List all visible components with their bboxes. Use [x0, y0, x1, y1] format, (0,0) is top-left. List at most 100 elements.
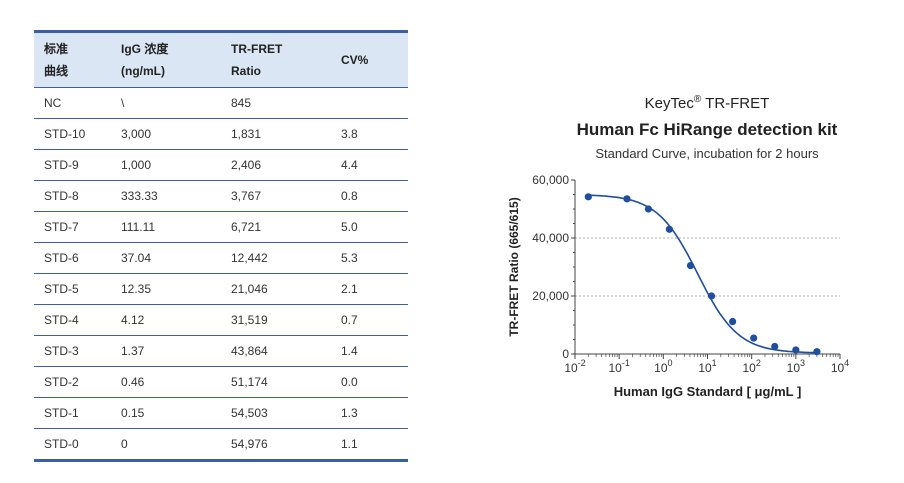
table-cell: 1,831 — [221, 118, 331, 150]
data-point — [771, 342, 779, 351]
x-tick-label: 10-2 — [564, 358, 585, 375]
x-tick-base: 10 — [654, 361, 668, 375]
column-header: 标准 曲线 — [34, 31, 111, 88]
chart-brand: KeyTec® TR-FRET — [500, 94, 904, 112]
table-row: STD-3 1.37 43,864 1.4 — [34, 335, 408, 367]
y-tick-label: 0 — [562, 347, 569, 361]
table-cell: STD-1 — [34, 397, 111, 429]
table-cell: 111.11 — [111, 211, 221, 243]
column-header: IgG 浓度 (ng/mL) — [111, 31, 221, 88]
x-tick-label: 104 — [831, 358, 849, 375]
table-cell: 54,503 — [221, 397, 331, 429]
data-point — [792, 346, 800, 354]
standard-curve-table: 标准 曲线 IgG 浓度 (ng/mL) TR-FRET Ratio CV% NC \ 845 S… — [34, 30, 408, 462]
data-point — [707, 292, 716, 300]
column-header-line: 标准 — [44, 42, 69, 56]
axes — [574, 180, 840, 355]
table-cell: 5.0 — [331, 211, 408, 243]
table-cell: 2,406 — [221, 149, 331, 181]
table-cell: 0.15 — [111, 397, 221, 429]
column-header-line: Ratio — [231, 64, 261, 78]
data-point — [665, 225, 673, 233]
table-cell: 0.8 — [331, 180, 408, 212]
column-header-line: (ng/mL) — [121, 64, 165, 78]
x-tick-base: 10 — [787, 361, 801, 375]
gridlines — [575, 237, 840, 297]
x-tick-exponent: 0 — [668, 358, 673, 368]
data-point — [584, 193, 592, 201]
table-cell: 37.04 — [111, 242, 221, 274]
table-cell: 1.4 — [331, 335, 408, 367]
table-cell: 0.0 — [331, 366, 408, 398]
table-cell: NC — [34, 87, 111, 119]
x-tick-base: 10 — [698, 361, 712, 375]
table-cell: STD-6 — [34, 242, 111, 274]
x-ticks: 10-2 10-1 100 101 102 103 104 — [564, 354, 849, 375]
data-points — [584, 193, 821, 356]
table-cell: 845 — [221, 87, 331, 119]
table-cell: 333.33 — [111, 180, 221, 212]
table-cell: STD-5 — [34, 273, 111, 305]
table-row: STD-10 3,000 1,831 3.8 — [34, 118, 408, 150]
table-cell: STD-7 — [34, 211, 111, 243]
table-cell: \ — [111, 87, 221, 119]
fit-curve — [588, 194, 817, 354]
data-point — [686, 261, 695, 270]
y-tick-label: 20,000 — [532, 289, 569, 303]
x-tick-label: 100 — [654, 358, 672, 375]
table-cell: 4.4 — [331, 149, 408, 181]
table-cell: 31,519 — [221, 304, 331, 336]
x-tick-label: 10-1 — [608, 358, 629, 375]
x-tick-base: 10 — [831, 361, 845, 375]
table-cell: 51,174 — [221, 366, 331, 398]
chart-subtitle: Standard Curve, incubation for 2 hours — [595, 146, 819, 161]
y-tick-label: 60,000 — [532, 173, 569, 187]
table-row: STD-0 0 54,976 1.1 — [34, 429, 408, 461]
x-tick-base: 10 — [564, 361, 578, 375]
column-header-line: TR-FRET — [231, 42, 283, 56]
table-header-row: 标准 曲线 IgG 浓度 (ng/mL) TR-FRET Ratio CV% — [34, 31, 408, 88]
table-cell: STD-2 — [34, 366, 111, 398]
table-cell: STD-3 — [34, 335, 111, 367]
table-row: STD-8 333.33 3,767 0.8 — [34, 180, 408, 212]
data-point — [813, 348, 821, 356]
table-cell: STD-4 — [34, 304, 111, 336]
table-cell: STD-8 — [34, 180, 111, 212]
data-point — [729, 317, 737, 326]
table-cell: 1.3 — [331, 397, 408, 429]
table-cell: 0 — [121, 437, 128, 451]
x-tick-label: 102 — [742, 358, 760, 375]
table-cell: 6,721 — [221, 211, 331, 243]
table-cell: 1.37 — [111, 335, 221, 367]
table-row: STD-6 37.04 12,442 5.3 — [34, 242, 408, 274]
x-tick-exponent: -1 — [622, 358, 630, 368]
table-row: NC \ 845 — [34, 87, 408, 119]
table-body: NC \ 845 STD-10 3,000 1,831 3.8 STD-9 1,000 2,406… — [34, 87, 408, 461]
table-cell: 3,000 — [111, 118, 221, 150]
column-header: CV% — [331, 31, 408, 88]
table-cell: 1.1 — [341, 437, 358, 451]
table-cell: STD-10 — [34, 118, 111, 150]
table-cell: 3,767 — [221, 180, 331, 212]
table-cell: 4.12 — [111, 304, 221, 336]
brand-suffix: TR-FRET — [705, 95, 770, 112]
table-cell: STD-0 — [44, 437, 79, 451]
table-row: STD-1 0.15 54,503 1.3 — [34, 397, 408, 429]
table-cell: 3.8 — [331, 118, 408, 150]
table-cell: 54,976 — [231, 437, 268, 451]
x-tick-exponent: -2 — [578, 358, 586, 368]
chart-title: Human Fc HiRange detection kit — [576, 120, 838, 139]
x-tick-exponent: 3 — [800, 358, 805, 368]
column-header-line: 曲线 — [44, 64, 69, 78]
table-cell: 2.1 — [331, 273, 408, 305]
x-tick-exponent: 2 — [756, 358, 761, 368]
data-point — [750, 334, 758, 342]
x-tick-exponent: 4 — [844, 358, 849, 368]
table-cell: 12.35 — [111, 273, 221, 305]
x-axis-label: Human IgG Standard [ μg/mL ] — [614, 384, 802, 399]
table-row: STD-7 111.11 6,721 5.0 — [34, 211, 408, 243]
table-row: STD-5 12.35 21,046 2.1 — [34, 273, 408, 305]
x-tick-exponent: 1 — [712, 358, 717, 368]
y-tick-label: 40,000 — [532, 231, 569, 245]
